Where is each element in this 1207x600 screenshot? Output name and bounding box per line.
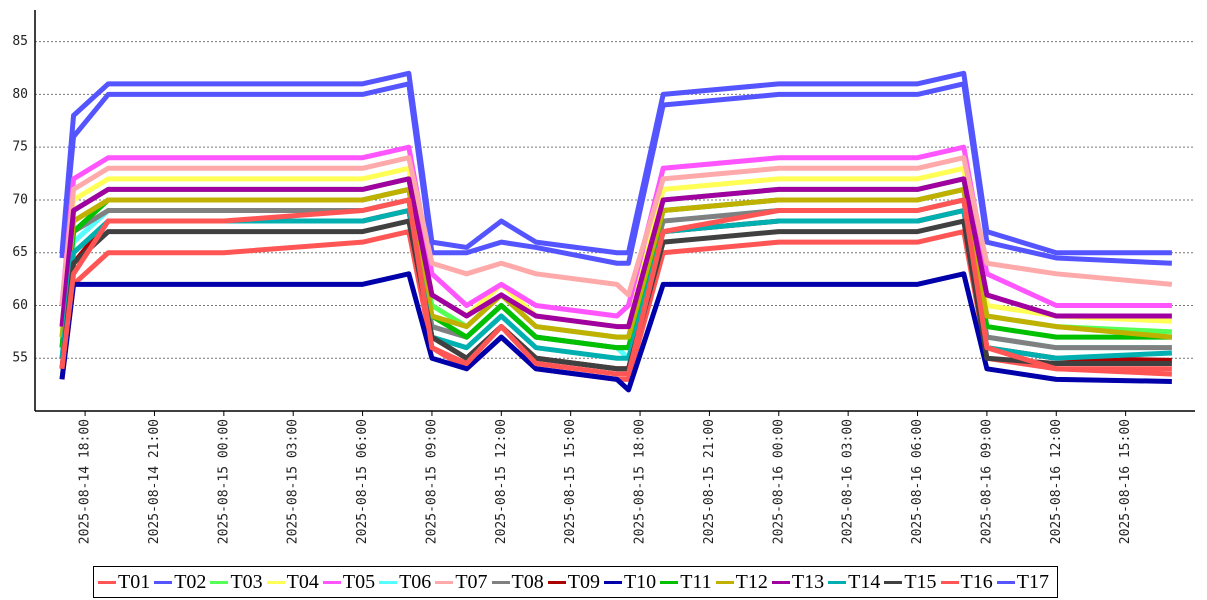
legend-label: T10 [623, 570, 657, 593]
legend-label: T11 [680, 570, 712, 593]
x-tick-label: 2025-08-16 06:00 [910, 419, 925, 544]
legend-entry: T16 [940, 570, 993, 594]
legend-entry: T07 [435, 570, 488, 594]
x-tick-label: 2025-08-15 03:00 [286, 419, 301, 544]
legend-label: T12 [735, 570, 768, 593]
x-tick-label: 2025-08-16 15:00 [1118, 419, 1133, 544]
legend-swatch [266, 580, 285, 584]
legend-swatch [154, 580, 173, 584]
legend-entry: T04 [266, 570, 319, 594]
series-line [59, 144, 1172, 319]
series-line [59, 218, 1172, 372]
x-tick-label: 2025-08-16 12:00 [1049, 419, 1064, 544]
x-tick-label: 2025-08-15 15:00 [563, 419, 578, 544]
legend-label: T02 [174, 570, 207, 593]
legend-swatch [491, 580, 510, 584]
legend-swatch [547, 580, 566, 584]
series-line [59, 208, 1172, 372]
legend-entry: T11 [660, 570, 712, 594]
legend-entry: T08 [491, 570, 544, 594]
legend-label: T08 [511, 570, 544, 593]
legend-swatch [603, 580, 622, 584]
legend-swatch [660, 580, 679, 584]
legend-label: T06 [399, 570, 432, 593]
legend-entry: T17 [996, 570, 1049, 594]
legend-swatch [884, 580, 903, 584]
legend-label: T09 [567, 570, 600, 593]
x-tick-label: 2025-08-14 18:00 [78, 419, 93, 544]
legend-label: T17 [1016, 570, 1049, 593]
legend-swatch [996, 580, 1015, 584]
legend-swatch [828, 580, 847, 584]
legend-label: T14 [848, 570, 881, 593]
x-tick-label: 2025-08-16 00:00 [771, 419, 786, 544]
legend-swatch [379, 580, 398, 584]
x-tick-label: 2025-08-16 03:00 [841, 419, 856, 544]
legend-entry: T12 [715, 570, 768, 594]
series-line [59, 155, 1173, 306]
legend-entry: T13 [771, 570, 825, 594]
legend-swatch [715, 580, 734, 584]
legend-label: T01 [118, 570, 151, 593]
legend-swatch [210, 580, 229, 584]
legend-entry: T06 [379, 571, 431, 594]
legend-label: T16 [960, 570, 993, 593]
y-tick-label: 65 [12, 245, 28, 260]
series-line [59, 70, 1172, 256]
x-tick-label: 2025-08-16 09:00 [979, 419, 994, 544]
legend-entry: T01 [98, 571, 150, 594]
x-tick-label: 2025-08-15 18:00 [633, 419, 648, 544]
legend-entry: T03 [210, 570, 263, 594]
series-line [59, 197, 1172, 377]
legend-entry: T05 [322, 570, 376, 594]
y-tick-label: 60 [12, 298, 28, 313]
legend-swatch [98, 580, 116, 584]
legend-entry: T10 [603, 570, 657, 594]
legend-entry: T15 [884, 570, 937, 594]
legend-label: T15 [904, 570, 937, 593]
legend-entry: T09 [547, 570, 600, 594]
legend-label: T04 [286, 570, 319, 593]
series-line [59, 271, 1172, 393]
x-tick-label: 2025-08-14 21:00 [147, 419, 162, 544]
y-tick-label: 80 [12, 87, 28, 102]
legend-swatch [322, 580, 341, 584]
legend-label: T03 [230, 570, 263, 593]
y-tick-label: 75 [12, 140, 28, 155]
x-tick-label: 2025-08-15 09:00 [424, 419, 439, 544]
legend-label: T05 [342, 570, 376, 593]
y-tick-label: 85 [12, 34, 28, 49]
legend-entry: T02 [154, 571, 206, 594]
x-tick-label: 2025-08-15 21:00 [702, 419, 717, 544]
legend-entry: T14 [828, 571, 880, 594]
legend: T01 T02 T03 T04 T05 T06 T07 T08 T09 T10 T11 T12 T13 T… [93, 566, 1058, 598]
legend-label: T13 [791, 570, 825, 593]
series-line [59, 197, 1172, 361]
x-tick-label: 2025-08-15 12:00 [494, 419, 509, 544]
y-tick-label: 55 [12, 351, 28, 366]
legend-swatch [771, 580, 790, 584]
legend-label: T07 [455, 570, 488, 593]
legend-swatch [940, 580, 959, 584]
chart: 55 60 65 70 75 80 85 2025-08-14 18:00 2025-08-14… [12, 10, 1195, 544]
x-tick-label: 2025-08-15 06:00 [355, 419, 370, 544]
series-line [59, 176, 1172, 330]
x-tick-label: 2025-08-15 00:00 [216, 419, 231, 544]
legend-swatch [435, 580, 454, 584]
y-tick-label: 70 [12, 192, 28, 207]
